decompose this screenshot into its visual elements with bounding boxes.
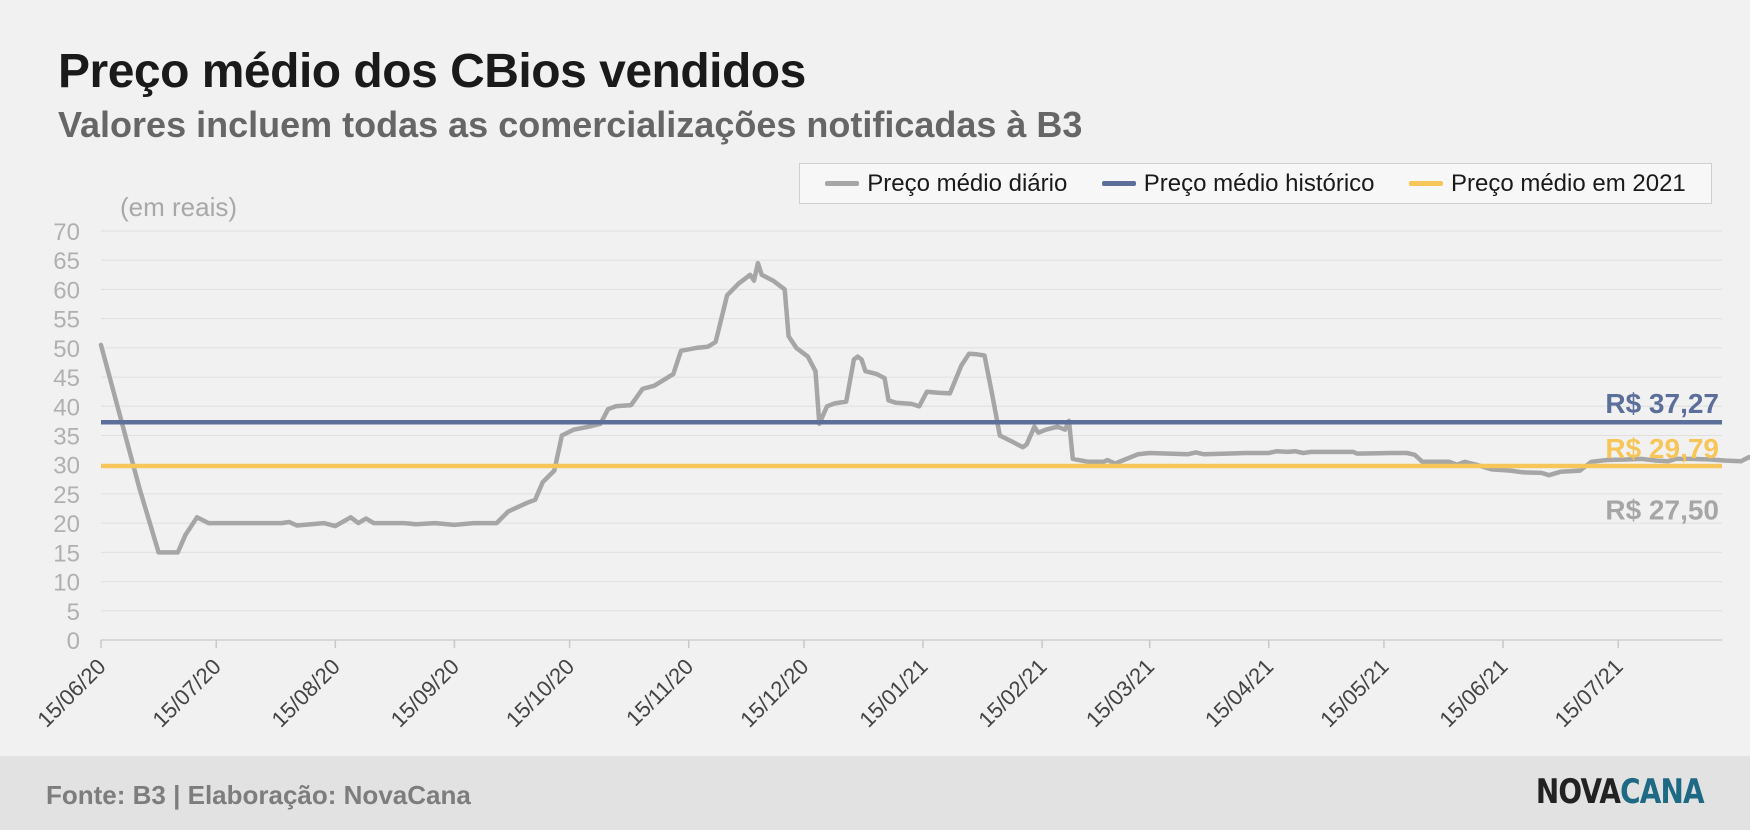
- x-tick-label: 15/07/20: [148, 654, 226, 732]
- end-label-2021: R$ 29,79: [1605, 433, 1719, 464]
- x-tick-label: 15/05/21: [1315, 654, 1393, 732]
- chart-subtitle: Valores incluem todas as comercializaçõe…: [58, 104, 1083, 145]
- x-tick-label: 15/02/21: [973, 654, 1051, 732]
- y-tick-label: 10: [53, 570, 80, 597]
- y-tick-label: 65: [53, 248, 80, 275]
- y-tick-label: 60: [53, 277, 80, 304]
- grid-lines: [101, 230, 1722, 641]
- novacana-logo: NOVACANA: [1536, 772, 1705, 812]
- x-tick-label: 15/03/21: [1081, 654, 1159, 732]
- x-tick-label: 15/08/20: [267, 654, 345, 732]
- series-lines: [98, 260, 1750, 555]
- chart-title: Preço médio dos CBios vendidos: [58, 45, 806, 98]
- footer-bar: Fonte: B3 | Elaboração: NovaCana NOVACAN…: [0, 756, 1750, 830]
- y-tick-label: 35: [53, 424, 80, 451]
- x-tick-label: 15/10/20: [501, 654, 579, 732]
- y-unit-label: (em reais): [120, 192, 237, 222]
- legend-swatch-historic: [1101, 181, 1136, 186]
- y-tick-label: 20: [53, 511, 80, 538]
- y-tick-label: 45: [53, 365, 80, 392]
- legend-label-historic: Preço médio histórico: [1143, 169, 1375, 197]
- x-tick-label: 15/06/20: [32, 654, 110, 732]
- legend-swatch-2021: [1408, 181, 1443, 186]
- y-tick-label: 25: [53, 482, 80, 509]
- y-tick-label: 30: [53, 453, 80, 480]
- x-tick-label: 15/12/20: [735, 654, 813, 732]
- x-tick-label: 15/11/20: [621, 654, 698, 731]
- y-tick-label: 70: [53, 219, 80, 246]
- x-tick-label: 15/04/21: [1200, 654, 1278, 732]
- end-label-historic: R$ 37,27: [1605, 388, 1719, 419]
- x-tick-label: 15/06/21: [1434, 654, 1512, 732]
- end-label-daily: R$ 27,50: [1605, 494, 1719, 525]
- y-tick-label: 15: [53, 540, 80, 567]
- end-labels: R$ 37,27 R$ 29,79 R$ 27,50: [1605, 388, 1719, 525]
- legend-label-2021: Preço médio em 2021: [1450, 169, 1686, 197]
- chart-legend: Preço médio diário Preço médio histórico…: [799, 163, 1712, 204]
- series-line-daily-price: [98, 260, 1750, 555]
- y-tick-label: 55: [53, 307, 80, 334]
- legend-label-daily: Preço médio diário: [867, 169, 1068, 197]
- logo-part-cana: CANA: [1620, 772, 1704, 812]
- legend-item-2021: Preço médio em 2021: [1408, 169, 1686, 198]
- x-tick-label: 15/07/21: [1550, 654, 1628, 732]
- y-tick-label: 5: [67, 599, 80, 626]
- legend-item-historic: Preço médio histórico: [1101, 169, 1375, 198]
- x-tick-label: 15/09/20: [386, 654, 464, 732]
- y-tick-label: 50: [53, 336, 80, 363]
- y-tick-label: 40: [53, 394, 80, 421]
- legend-item-daily: Preço médio diário: [825, 170, 1067, 198]
- x-axis-ticks: 15/06/20 15/07/20 15/08/20 15/09/20 15/10/20…: [32, 640, 1628, 732]
- logo-part-nova: NOVA: [1536, 772, 1621, 812]
- y-tick-label: 0: [67, 628, 80, 655]
- source-note: Fonte: B3 | Elaboração: NovaCana: [46, 780, 471, 810]
- x-tick-label: 15/01/21: [854, 654, 932, 732]
- legend-swatch-daily: [825, 181, 860, 186]
